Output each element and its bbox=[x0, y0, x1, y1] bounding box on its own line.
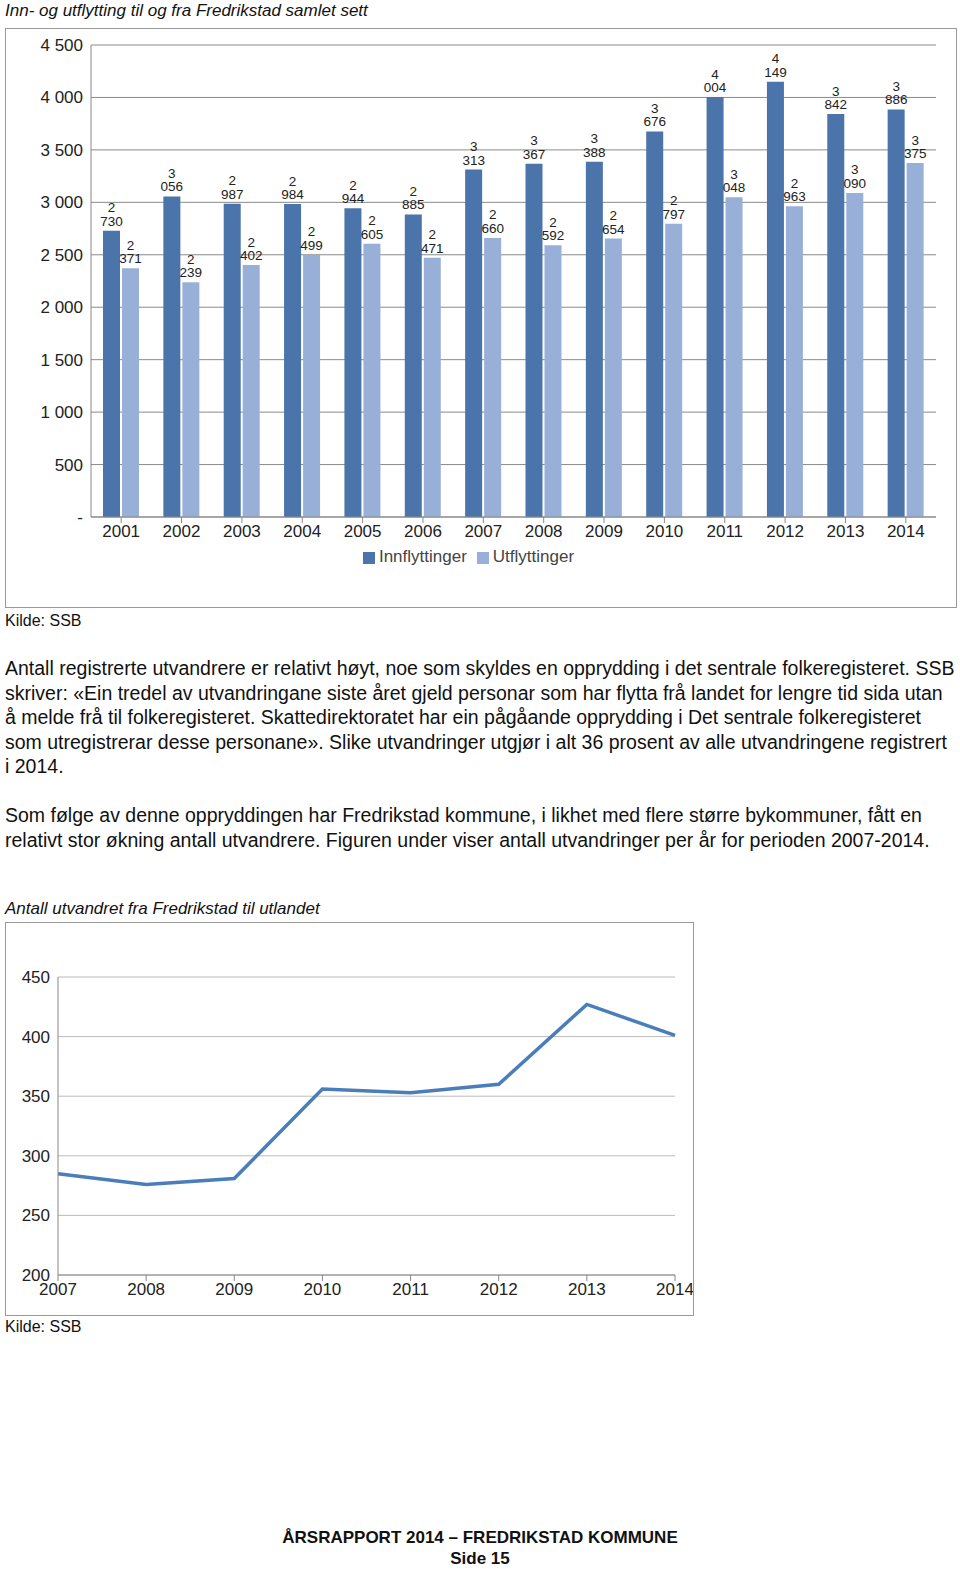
html-text:Kilde: SSB: Kilde: SSB bbox=[5, 612, 82, 629]
html-text:Side 15: Side 15 bbox=[450, 1549, 510, 1568]
svg-text:3 500: 3 500 bbox=[40, 141, 83, 160]
html-text:Utflyttinger: Utflyttinger bbox=[492, 547, 575, 566]
svg-text:3676: 3676 bbox=[643, 101, 666, 129]
svg-text:3388: 3388 bbox=[583, 131, 606, 160]
svg-text:-: - bbox=[77, 508, 83, 527]
svg-text:2 500: 2 500 bbox=[40, 246, 83, 265]
svg-text:3375: 3375 bbox=[904, 133, 927, 162]
svg-text:2605: 2605 bbox=[361, 213, 384, 242]
svg-text:2885: 2885 bbox=[402, 184, 425, 213]
svg-text:2987: 2987 bbox=[221, 173, 244, 202]
svg-text:3886: 3886 bbox=[885, 79, 908, 108]
svg-text:2011: 2011 bbox=[706, 522, 743, 541]
svg-text:3056: 3056 bbox=[161, 166, 184, 195]
svg-text:2654: 2654 bbox=[602, 208, 625, 237]
svg-text:2239: 2239 bbox=[180, 252, 203, 281]
svg-text:2009: 2009 bbox=[215, 1280, 253, 1299]
svg-text:300: 300 bbox=[22, 1147, 50, 1166]
svg-text:4149: 4149 bbox=[764, 51, 787, 79]
svg-text:2797: 2797 bbox=[662, 193, 685, 222]
svg-text:2010: 2010 bbox=[304, 1280, 342, 1299]
svg-text:2371: 2371 bbox=[119, 238, 142, 267]
svg-text:2499: 2499 bbox=[300, 224, 323, 253]
html-text:Innflyttinger: Innflyttinger bbox=[378, 547, 467, 566]
svg-text:2012: 2012 bbox=[480, 1280, 518, 1299]
svg-text:2012: 2012 bbox=[766, 522, 804, 541]
html-text:Antall registrerte utvandrere: Antall registrerte utvandrere er relativ… bbox=[5, 657, 955, 777]
svg-text:2730: 2730 bbox=[100, 200, 123, 229]
svg-text:1 500: 1 500 bbox=[40, 351, 83, 370]
svg-text:2963: 2963 bbox=[783, 176, 806, 205]
svg-text:3048: 3048 bbox=[723, 167, 746, 196]
html-text:Som følge av denne oppryddinge: Som følge av denne oppryddingen har Fred… bbox=[5, 804, 930, 851]
html-text:Antall utvandret fra Fredrikst: Antall utvandret fra Fredrikstad til utl… bbox=[5, 899, 320, 918]
svg-text:500: 500 bbox=[55, 456, 83, 475]
svg-text:2006: 2006 bbox=[404, 522, 442, 541]
svg-text:2402: 2402 bbox=[240, 235, 263, 264]
svg-text:2944: 2944 bbox=[342, 178, 365, 207]
svg-text:4004: 4004 bbox=[704, 67, 727, 96]
svg-text:2007: 2007 bbox=[464, 522, 502, 541]
svg-text:3842: 3842 bbox=[825, 84, 848, 113]
svg-text:2011: 2011 bbox=[392, 1280, 429, 1299]
html-text:Kilde: SSB: Kilde: SSB bbox=[5, 1318, 82, 1335]
svg-text:3 000: 3 000 bbox=[40, 193, 83, 212]
svg-text:2007: 2007 bbox=[39, 1280, 77, 1300]
svg-text:2008: 2008 bbox=[525, 522, 563, 541]
svg-text:2005: 2005 bbox=[344, 522, 382, 541]
svg-text:250: 250 bbox=[22, 1206, 50, 1225]
svg-text:2008: 2008 bbox=[127, 1280, 165, 1299]
svg-text:4 500: 4 500 bbox=[40, 36, 83, 55]
svg-text:3313: 3313 bbox=[462, 139, 485, 168]
svg-text:350: 350 bbox=[22, 1087, 50, 1106]
svg-text:3367: 3367 bbox=[523, 133, 546, 162]
svg-text:2 000: 2 000 bbox=[40, 298, 83, 317]
html-text:ÅRSRAPPORT 2014 – FREDRIKSTAD: ÅRSRAPPORT 2014 – FREDRIKSTAD KOMMUNE bbox=[282, 1528, 678, 1547]
svg-text:200: 200 bbox=[22, 1266, 50, 1285]
svg-text:2471: 2471 bbox=[421, 227, 444, 256]
svg-text:2002: 2002 bbox=[163, 522, 201, 541]
svg-text:2014: 2014 bbox=[656, 1280, 693, 1299]
svg-text:2014: 2014 bbox=[887, 522, 925, 541]
svg-text:2010: 2010 bbox=[645, 522, 683, 541]
svg-text:450: 450 bbox=[22, 968, 50, 987]
svg-text:2001: 2001 bbox=[102, 522, 140, 541]
svg-text:2592: 2592 bbox=[542, 215, 565, 244]
svg-text:2009: 2009 bbox=[585, 522, 623, 541]
svg-text:2660: 2660 bbox=[481, 207, 504, 236]
svg-text:2003: 2003 bbox=[223, 522, 261, 541]
svg-text:2984: 2984 bbox=[281, 174, 304, 203]
svg-text:3090: 3090 bbox=[844, 162, 867, 191]
svg-text:2013: 2013 bbox=[827, 522, 865, 541]
svg-text:1 000: 1 000 bbox=[40, 403, 83, 422]
svg-text:400: 400 bbox=[22, 1028, 50, 1047]
svg-text:2013: 2013 bbox=[568, 1280, 606, 1299]
svg-text:2004: 2004 bbox=[283, 522, 321, 541]
svg-text:4 000: 4 000 bbox=[40, 88, 83, 107]
html-text:Inn- og utflytting til og fra: Inn- og utflytting til og fra Fredriksta… bbox=[5, 1, 368, 20]
